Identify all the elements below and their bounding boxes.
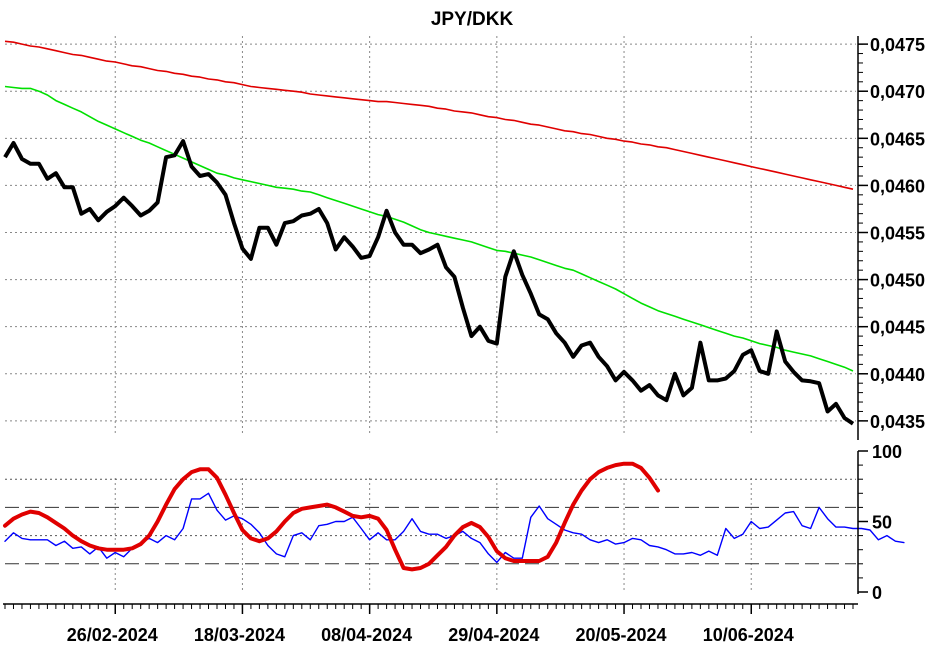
price-tick-label-7: 0,0470 [870,82,925,102]
x-tick-label-1: 18/03-2024 [194,625,285,645]
oscillator-lines [3,461,905,572]
price-tick-label-0: 0,0435 [870,412,925,432]
price-tick-label-5: 0,0460 [870,176,925,196]
oscillator-panel: 0 50 100 [3,442,905,603]
oscillator-grid [5,478,856,592]
price-panel: 0,0435 0,0440 0,0445 0,0450 0,0455 0,0460 0,04… [3,35,925,440]
osc-series-0 [4,492,905,564]
price-tick-label-3: 0,0450 [870,271,925,291]
price-tick-label-8: 0,0475 [870,35,925,55]
chart-title: JPY/DKK [431,9,514,30]
price-lines [3,40,855,426]
osc-tick-label-1: 50 [872,513,892,533]
osc-tick-label-0: 0 [872,583,882,603]
x-tick-label-4: 20/05-2024 [575,625,666,645]
oscillator-axis: 0 50 100 [857,442,902,603]
x-axis: 26/02-2024 18/03-2024 08/04-2024 29/04-2024… [3,603,858,645]
price-tick-label-6: 0,0465 [870,129,925,149]
price-tick-label-4: 0,0455 [870,224,925,244]
price-grid [5,36,856,436]
x-tick-label-5: 10/06-2024 [703,625,794,645]
price-axis: 0,0435 0,0440 0,0445 0,0450 0,0455 0,0460 0,04… [857,35,925,440]
price-series-0 [3,139,855,426]
price-tick-label-2: 0,0445 [870,318,925,338]
x-tick-label-3: 29/04-2024 [448,625,539,645]
x-tick-label-2: 08/04-2024 [321,625,412,645]
osc-series-1 [3,461,660,572]
osc-tick-label-2: 100 [872,442,902,462]
price-series-2 [4,40,854,190]
price-series-1 [4,85,854,372]
price-tick-label-1: 0,0440 [870,365,925,385]
x-tick-label-0: 26/02-2024 [67,625,158,645]
